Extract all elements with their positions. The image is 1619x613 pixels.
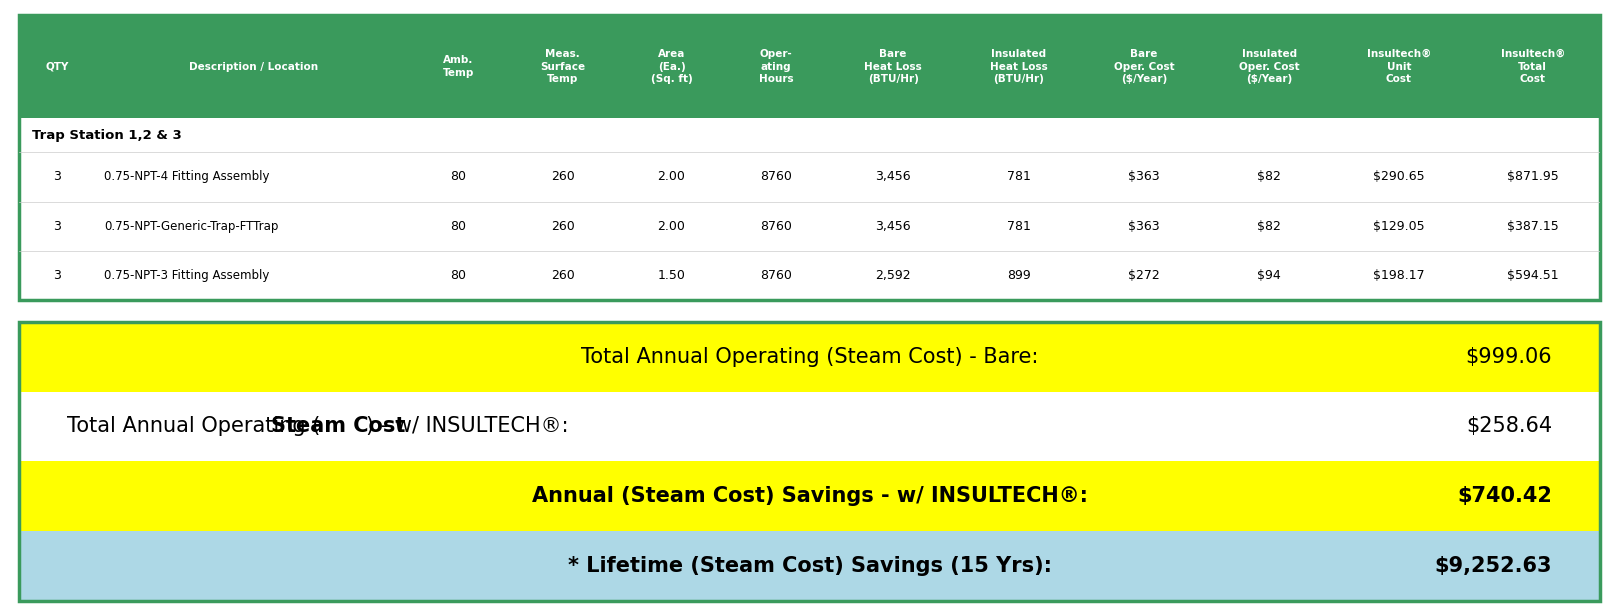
Text: ) - w/ INSULTECH®:: ) - w/ INSULTECH®: [366, 416, 568, 436]
Text: $129.05: $129.05 [1373, 219, 1425, 233]
Text: $94: $94 [1258, 269, 1281, 282]
Text: $363: $363 [1128, 219, 1159, 233]
Text: 1.50: 1.50 [657, 269, 685, 282]
Text: Meas.
Surface
Temp: Meas. Surface Temp [541, 49, 586, 84]
Text: $9,252.63: $9,252.63 [1434, 556, 1553, 576]
Text: 260: 260 [550, 170, 575, 183]
Text: Area
(Ea.)
(Sq. ft): Area (Ea.) (Sq. ft) [651, 49, 693, 84]
Text: 3: 3 [53, 269, 62, 282]
Text: Trap Station 1,2 & 3: Trap Station 1,2 & 3 [32, 129, 181, 142]
Text: $290.65: $290.65 [1373, 170, 1425, 183]
Text: 899: 899 [1007, 269, 1030, 282]
Text: Insultech®
Unit
Cost: Insultech® Unit Cost [1366, 49, 1431, 84]
Text: 2.00: 2.00 [657, 170, 685, 183]
Text: Insultech®
Total
Cost: Insultech® Total Cost [1501, 49, 1566, 84]
Text: Insulated
Heat Loss
(BTU/Hr): Insulated Heat Loss (BTU/Hr) [989, 49, 1047, 84]
Text: Oper-
ating
Hours: Oper- ating Hours [759, 49, 793, 84]
Bar [19, 118, 1600, 152]
Text: $594.51: $594.51 [1507, 269, 1559, 282]
Text: 8760: 8760 [759, 219, 792, 233]
Text: $82: $82 [1258, 219, 1281, 233]
Text: $363: $363 [1128, 170, 1159, 183]
Text: 2.00: 2.00 [657, 219, 685, 233]
Text: $387.15: $387.15 [1507, 219, 1559, 233]
Text: 0.75-NPT-3 Fitting Assembly: 0.75-NPT-3 Fitting Assembly [104, 269, 269, 282]
Text: 3: 3 [53, 219, 62, 233]
Text: 0.75-NPT-4 Fitting Assembly: 0.75-NPT-4 Fitting Assembly [104, 170, 270, 183]
Text: 3: 3 [53, 170, 62, 183]
Text: $258.64: $258.64 [1467, 416, 1553, 436]
Text: $198.17: $198.17 [1373, 269, 1425, 282]
Text: Steam Cost: Steam Cost [270, 416, 405, 436]
Text: 260: 260 [550, 269, 575, 282]
Text: Bare
Heat Loss
(BTU/Hr): Bare Heat Loss (BTU/Hr) [865, 49, 921, 84]
Text: Total Annual Operating (Steam Cost) - Bare:: Total Annual Operating (Steam Cost) - Ba… [581, 347, 1038, 367]
Text: Insulated
Oper. Cost
($/Year): Insulated Oper. Cost ($/Year) [1239, 49, 1300, 84]
Text: $740.42: $740.42 [1457, 486, 1553, 506]
Text: $82: $82 [1258, 170, 1281, 183]
Text: Description / Location: Description / Location [189, 62, 317, 72]
Text: 781: 781 [1007, 170, 1030, 183]
Bar [19, 392, 1600, 461]
Text: 0.75-NPT-Generic-Trap-FTTrap: 0.75-NPT-Generic-Trap-FTTrap [104, 219, 278, 233]
Bar [19, 202, 1600, 251]
Text: 80: 80 [450, 170, 466, 183]
Bar [19, 15, 1600, 118]
Text: 2,592: 2,592 [876, 269, 911, 282]
Bar [19, 251, 1600, 300]
Bar [19, 531, 1600, 601]
Text: $272: $272 [1128, 269, 1159, 282]
Text: QTY: QTY [45, 62, 68, 72]
Text: Bare
Oper. Cost
($/Year): Bare Oper. Cost ($/Year) [1114, 49, 1174, 84]
Text: 8760: 8760 [759, 170, 792, 183]
Text: Total Annual Operating (: Total Annual Operating ( [66, 416, 321, 436]
Text: Amb.
Temp: Amb. Temp [442, 55, 474, 78]
Bar [19, 322, 1600, 392]
Text: $999.06: $999.06 [1465, 347, 1553, 367]
Text: 8760: 8760 [759, 269, 792, 282]
Bar [19, 461, 1600, 531]
Text: 781: 781 [1007, 219, 1030, 233]
Text: 3,456: 3,456 [876, 170, 911, 183]
Bar [19, 152, 1600, 202]
Text: 260: 260 [550, 219, 575, 233]
Text: 80: 80 [450, 219, 466, 233]
Text: $871.95: $871.95 [1507, 170, 1559, 183]
Text: * Lifetime (Steam Cost) Savings (15 Yrs):: * Lifetime (Steam Cost) Savings (15 Yrs)… [568, 556, 1051, 576]
Text: 80: 80 [450, 269, 466, 282]
Text: Annual (Steam Cost) Savings - w/ INSULTECH®:: Annual (Steam Cost) Savings - w/ INSULTE… [531, 486, 1088, 506]
Text: 3,456: 3,456 [876, 219, 911, 233]
